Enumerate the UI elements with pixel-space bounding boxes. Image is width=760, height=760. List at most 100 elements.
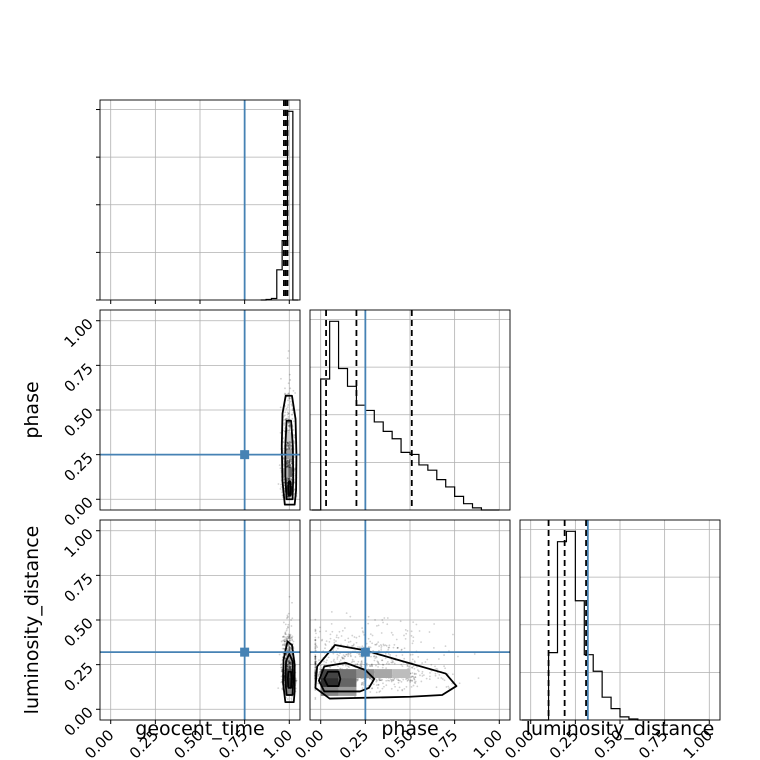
scatter-point <box>418 630 421 632</box>
scatter-point <box>290 466 293 468</box>
scatter-point <box>381 678 384 681</box>
scatter-point <box>283 424 286 426</box>
histogram-steps <box>311 320 500 511</box>
scatter-point <box>320 639 323 642</box>
scatter-point <box>282 456 285 459</box>
scatter-point <box>288 646 291 649</box>
scatter-point <box>288 662 291 665</box>
scatter-point <box>289 466 292 469</box>
joint-panel-geocent_time-phase <box>99 309 301 511</box>
scatter-point <box>327 656 330 659</box>
scatter-point <box>398 679 401 682</box>
scatter-point <box>288 478 291 480</box>
y-axis-label-luminosity_distance: luminosity_distance <box>21 526 43 715</box>
scatter-point <box>314 643 317 646</box>
scatter-point <box>360 660 363 663</box>
scatter-point <box>287 635 290 638</box>
scatter-point <box>287 636 290 639</box>
scatter-point <box>314 664 317 667</box>
scatter-point <box>288 665 291 667</box>
scatter-point <box>314 628 317 631</box>
scatter-point <box>383 617 386 619</box>
scatter-point <box>288 460 291 463</box>
scatter-point <box>287 477 290 480</box>
scatter-point <box>415 665 418 668</box>
scatter-point <box>288 421 291 424</box>
scatter-point <box>314 655 317 658</box>
scatter-point <box>384 657 387 660</box>
scatter-point <box>290 460 293 463</box>
scatter-point <box>381 666 384 669</box>
truth-marker <box>240 647 250 657</box>
contour-line <box>286 670 293 689</box>
scatter-point <box>289 635 292 637</box>
scatter-point <box>287 440 290 443</box>
scatter-point <box>288 425 291 428</box>
scatter-point <box>336 653 339 656</box>
scatter-point <box>357 653 360 656</box>
scatter-point <box>288 447 291 450</box>
scatter-point <box>288 462 291 465</box>
scatter-point <box>385 679 388 682</box>
scatter-point <box>360 660 363 662</box>
scatter-point <box>314 670 317 672</box>
scatter-point <box>420 680 423 683</box>
scatter-point <box>401 688 404 691</box>
scatter-point <box>411 653 414 656</box>
scatter-point <box>367 615 370 618</box>
scatter-point <box>380 632 383 634</box>
scatter-point <box>287 660 290 662</box>
scatter-point <box>412 636 415 639</box>
scatter-point <box>286 429 289 432</box>
scatter-point <box>287 660 290 663</box>
scatter-point <box>283 640 286 643</box>
scatter-point <box>444 645 447 647</box>
scatter-point <box>377 683 380 686</box>
density-cell <box>286 669 292 679</box>
scatter-point <box>287 415 290 418</box>
scatter-point <box>361 630 364 633</box>
scatter-point <box>412 675 415 678</box>
scatter-point <box>371 663 373 666</box>
scatter-point <box>315 644 318 647</box>
scatter-point <box>314 658 317 661</box>
scatter-point <box>374 657 377 659</box>
scatter-point <box>319 664 322 667</box>
scatter-point <box>291 617 294 620</box>
scatter-point <box>290 699 293 701</box>
scatter-point <box>323 660 325 663</box>
scatter-point <box>292 640 295 643</box>
scatter-point <box>287 404 290 406</box>
scatter-point <box>287 637 290 640</box>
scatter-point <box>376 660 379 663</box>
scatter-point <box>400 680 403 683</box>
scatter-point <box>428 631 431 633</box>
scatter-point <box>289 666 292 669</box>
scatter-point <box>388 679 391 682</box>
scatter-point <box>412 665 415 668</box>
scatter-point <box>286 637 288 640</box>
scatter-point <box>284 638 287 641</box>
x-axis-label-phase: phase <box>381 718 438 740</box>
scatter-point <box>402 678 405 681</box>
scatter-point <box>287 447 290 450</box>
scatter-point <box>293 489 296 492</box>
density-cell <box>392 669 410 679</box>
scatter-point <box>287 459 289 462</box>
scatter-point <box>287 464 290 467</box>
scatter-point <box>314 642 317 645</box>
x-tick-label: 0.25 <box>336 726 372 760</box>
scatter-point <box>339 667 341 670</box>
scatter-point <box>408 665 410 668</box>
scatter-point <box>288 666 291 669</box>
scatter-point <box>407 679 410 682</box>
scatter-point <box>287 496 290 499</box>
scatter-point <box>362 684 365 686</box>
scatter-point <box>353 660 356 663</box>
scatter-point <box>289 441 291 444</box>
scatter-point <box>420 641 422 644</box>
scatter-point <box>376 642 378 645</box>
scatter-point <box>287 648 290 651</box>
scatter-point <box>288 649 291 651</box>
scatter-point <box>290 444 292 447</box>
